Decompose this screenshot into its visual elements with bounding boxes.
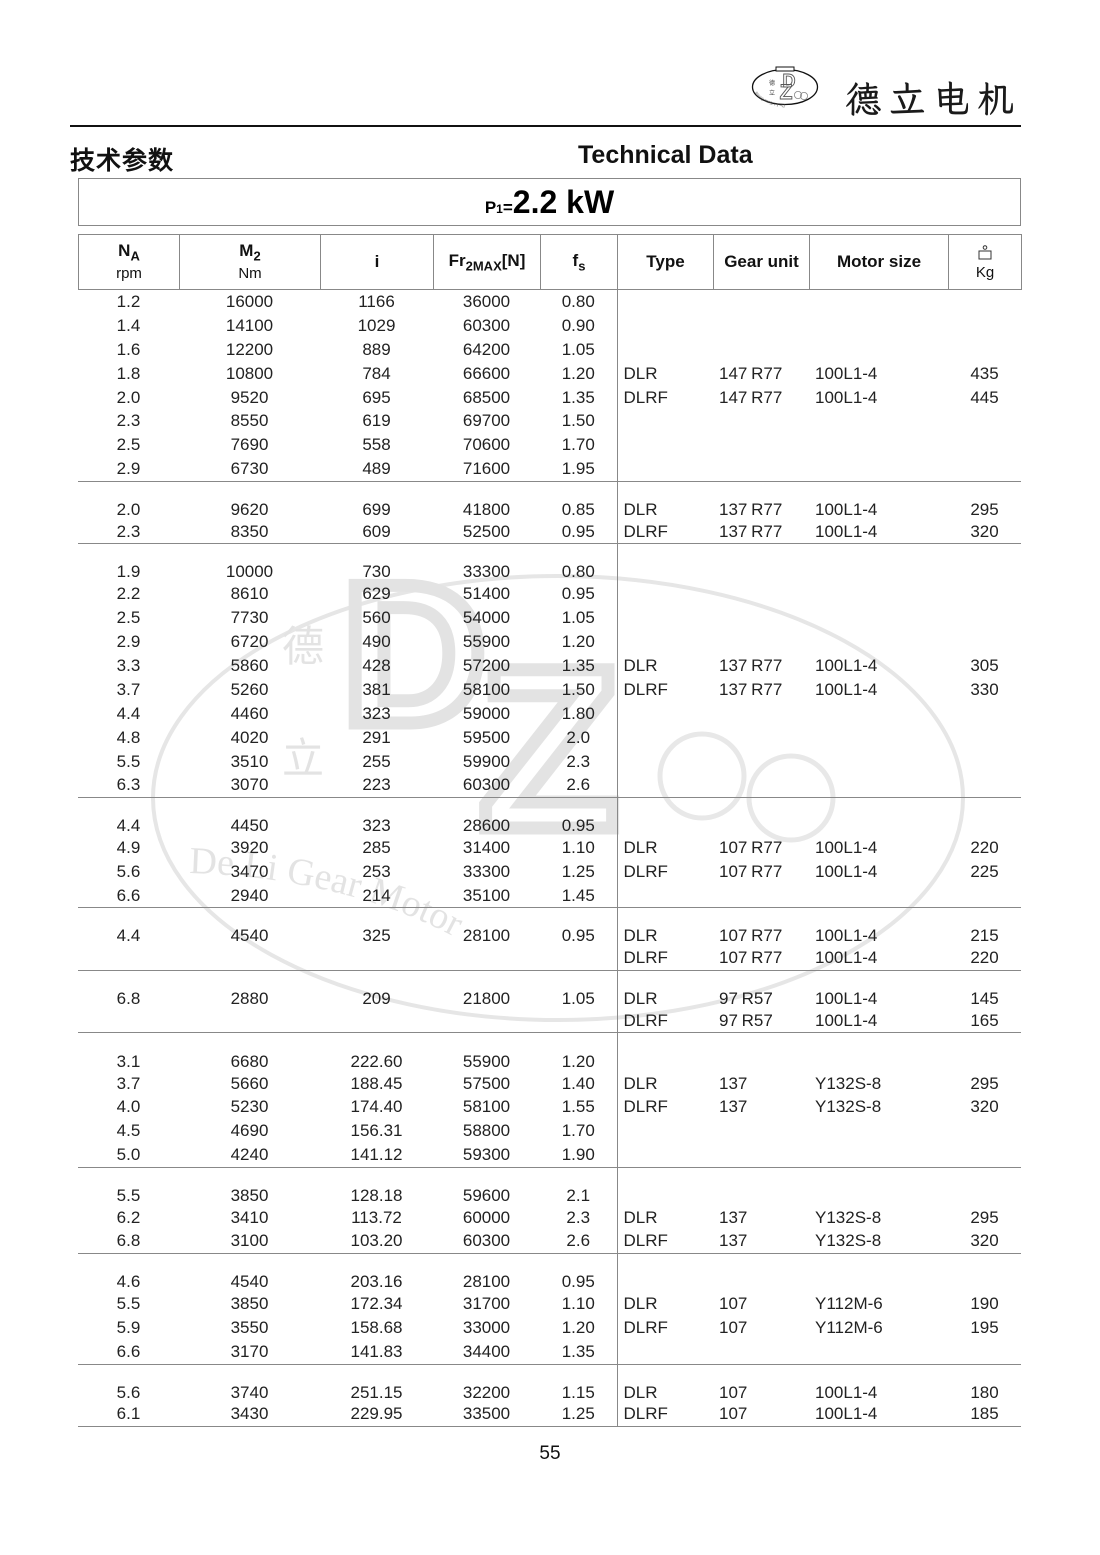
svg-text:立: 立 — [769, 89, 775, 97]
svg-text:德: 德 — [769, 79, 775, 87]
svg-text:Z: Z — [780, 81, 793, 104]
